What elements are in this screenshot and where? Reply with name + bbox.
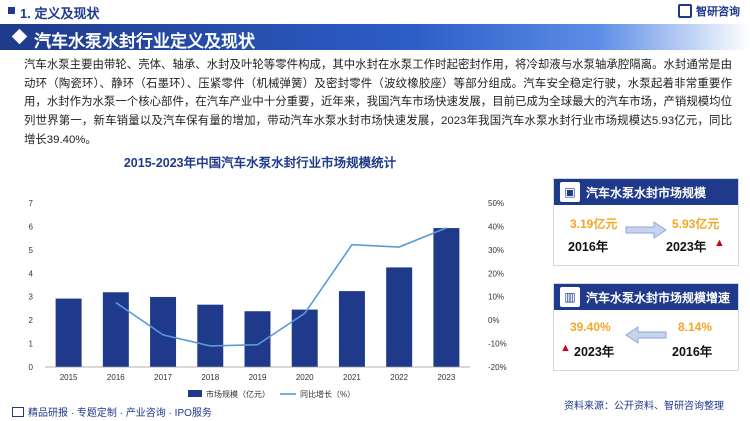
x-tick-label: 2018 [201,373,219,382]
bar [291,309,318,367]
card-title: 汽车水泵水封市场规模增速 [586,291,731,305]
left-value: 39.40% [570,320,611,334]
right-axis-tick: 50% [488,199,504,208]
growth-line [115,227,447,347]
bar [433,228,460,367]
left-axis-tick: 1 [29,340,34,349]
left-axis-tick: 7 [29,199,34,208]
card-title: 汽车水泵水封市场规模 [586,186,707,200]
left-axis-tick: 6 [29,222,34,231]
x-tick-label: 2020 [296,373,314,382]
right-axis-tick: 20% [488,269,504,278]
right-year: 2016年 [672,345,713,359]
title-banner: 汽车水泵水封行业定义及现状 [0,24,750,51]
x-tick-label: 2022 [390,373,408,382]
market-size-card: ▣ 汽车水泵水封市场规模 3.19亿元 2016年 5.93亿元 2023年 ▲ [553,178,739,266]
x-tick-label: 2015 [60,373,78,382]
bar [386,267,413,367]
report-icon [12,406,24,417]
right-axis-tick: 40% [488,222,504,231]
left-axis-tick: 4 [29,269,34,278]
from-year: 2016年 [568,240,609,254]
x-tick-label: 2019 [249,373,267,382]
footer-services: 精品研报 · 专题定制 · 产业咨询 · IPO服务 [12,404,212,419]
chart-icon: ▣ [560,182,580,202]
left-arrow-icon [625,326,667,344]
intro-paragraph: 汽车水泵主要由带轮、壳体、轴承、水封及叶轮等零件构成，其中水封在水泵工作时起密封… [24,59,732,146]
x-tick-label: 2016 [107,373,125,382]
top-bar: 1. 定义及现状 智研咨询 [0,0,750,22]
bar [197,304,224,367]
x-tick-label: 2021 [343,373,361,382]
legend-line-label: 同比增长（%） [300,389,355,399]
chart-title: 2015-2023年中国汽车水泵水封行业市场规模统计 [123,156,397,170]
diamond-icon [11,28,28,45]
card-header: ▥ 汽车水泵水封市场规模增速 [554,284,738,310]
brand: 智研咨询 [678,3,740,19]
right-axis-tick: -20% [488,363,507,372]
right-axis-tick: 0% [488,316,500,325]
right-axis-tick: -10% [488,340,507,349]
brand-name: 智研咨询 [696,6,740,18]
left-axis-tick: 0 [29,363,34,372]
to-value: 5.93亿元 [672,217,720,231]
brand-logo-icon [678,4,692,18]
source-note: 资料来源：公开资料、智研咨询整理 [564,401,724,412]
market-size-chart: 0 1 2 3 4 5 6 7 -20% -10% 0% 10% 20% 30% 40% 50% 2015 201… [29,199,507,399]
card-body: 39.40% ▲ 2023年 8.14% 2016年 [554,310,738,370]
x-tick-label: 2023 [437,373,455,382]
bar [150,296,177,367]
card-body: 3.19亿元 2016年 5.93亿元 2023年 ▲ [554,205,738,265]
up-arrow-icon: ▲ [714,237,725,249]
card-header: ▣ 汽车水泵水封市场规模 [554,179,738,205]
bar [338,291,365,367]
page-title: 汽车水泵水封行业定义及现状 [34,32,255,51]
left-year: 2023年 [574,345,615,359]
to-year: 2023年 [666,240,707,254]
legend-bar-swatch [188,390,202,397]
section-marker-icon [8,7,15,14]
bar [102,292,129,367]
right-axis-tick: 30% [488,246,504,255]
right-axis-tick: 10% [488,293,504,302]
from-value: 3.19亿元 [570,217,618,231]
footer-services-text: 精品研报 · 专题定制 · 产业咨询 · IPO服务 [28,408,212,419]
up-arrow-icon: ▲ [560,342,571,354]
bar-chart-icon: ▥ [560,287,580,307]
x-tick-label: 2017 [154,373,172,382]
right-value: 8.14% [678,320,713,334]
legend-bar-label: 市场规模（亿元） [206,389,270,399]
left-axis-tick: 3 [29,293,34,302]
right-arrow-icon [625,221,667,239]
growth-card: ▥ 汽车水泵水封市场规模增速 39.40% ▲ 2023年 8.14% 2016… [553,283,739,371]
section-label: 1. 定义及现状 [20,6,100,21]
bar [55,298,82,367]
left-axis-tick: 2 [29,316,34,325]
left-axis-tick: 5 [29,246,34,255]
